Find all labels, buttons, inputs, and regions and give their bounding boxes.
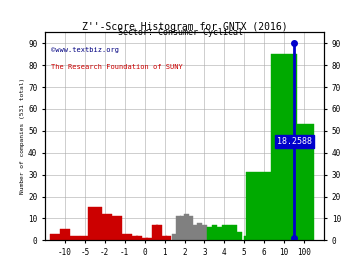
Bar: [156, 225, 162, 240]
Bar: [80, 236, 90, 240]
Bar: [188, 216, 193, 240]
Bar: [146, 238, 152, 240]
Text: The Research Foundation of SUNY: The Research Foundation of SUNY: [50, 64, 182, 70]
Bar: [217, 227, 222, 240]
Bar: [232, 225, 237, 240]
Bar: [90, 238, 100, 240]
Bar: [136, 236, 141, 240]
Bar: [246, 173, 272, 240]
Bar: [132, 236, 138, 240]
Bar: [172, 234, 177, 240]
Bar: [88, 207, 102, 240]
Bar: [98, 214, 112, 240]
Bar: [152, 225, 158, 240]
Bar: [294, 124, 314, 240]
Title: Z''-Score Histogram for GNTX (2016): Z''-Score Histogram for GNTX (2016): [82, 22, 287, 32]
Y-axis label: Number of companies (531 total): Number of companies (531 total): [20, 78, 25, 194]
Bar: [166, 236, 171, 240]
Bar: [207, 227, 212, 240]
Bar: [60, 229, 70, 240]
Bar: [108, 216, 122, 240]
Bar: [176, 216, 181, 240]
Bar: [202, 225, 207, 240]
Bar: [244, 236, 249, 240]
Bar: [222, 225, 227, 240]
Text: ©www.textbiz.org: ©www.textbiz.org: [50, 47, 118, 53]
Bar: [227, 225, 232, 240]
Bar: [184, 214, 189, 240]
Bar: [197, 223, 202, 240]
Bar: [237, 232, 242, 240]
Bar: [141, 238, 148, 240]
Text: 18.2588: 18.2588: [276, 137, 312, 146]
Bar: [122, 234, 132, 240]
Bar: [50, 234, 60, 240]
Bar: [180, 216, 185, 240]
Text: Sector: Consumer Cyclical: Sector: Consumer Cyclical: [117, 28, 243, 37]
Bar: [271, 54, 297, 240]
Bar: [162, 236, 167, 240]
Bar: [212, 225, 217, 240]
Bar: [192, 225, 197, 240]
Bar: [70, 236, 80, 240]
